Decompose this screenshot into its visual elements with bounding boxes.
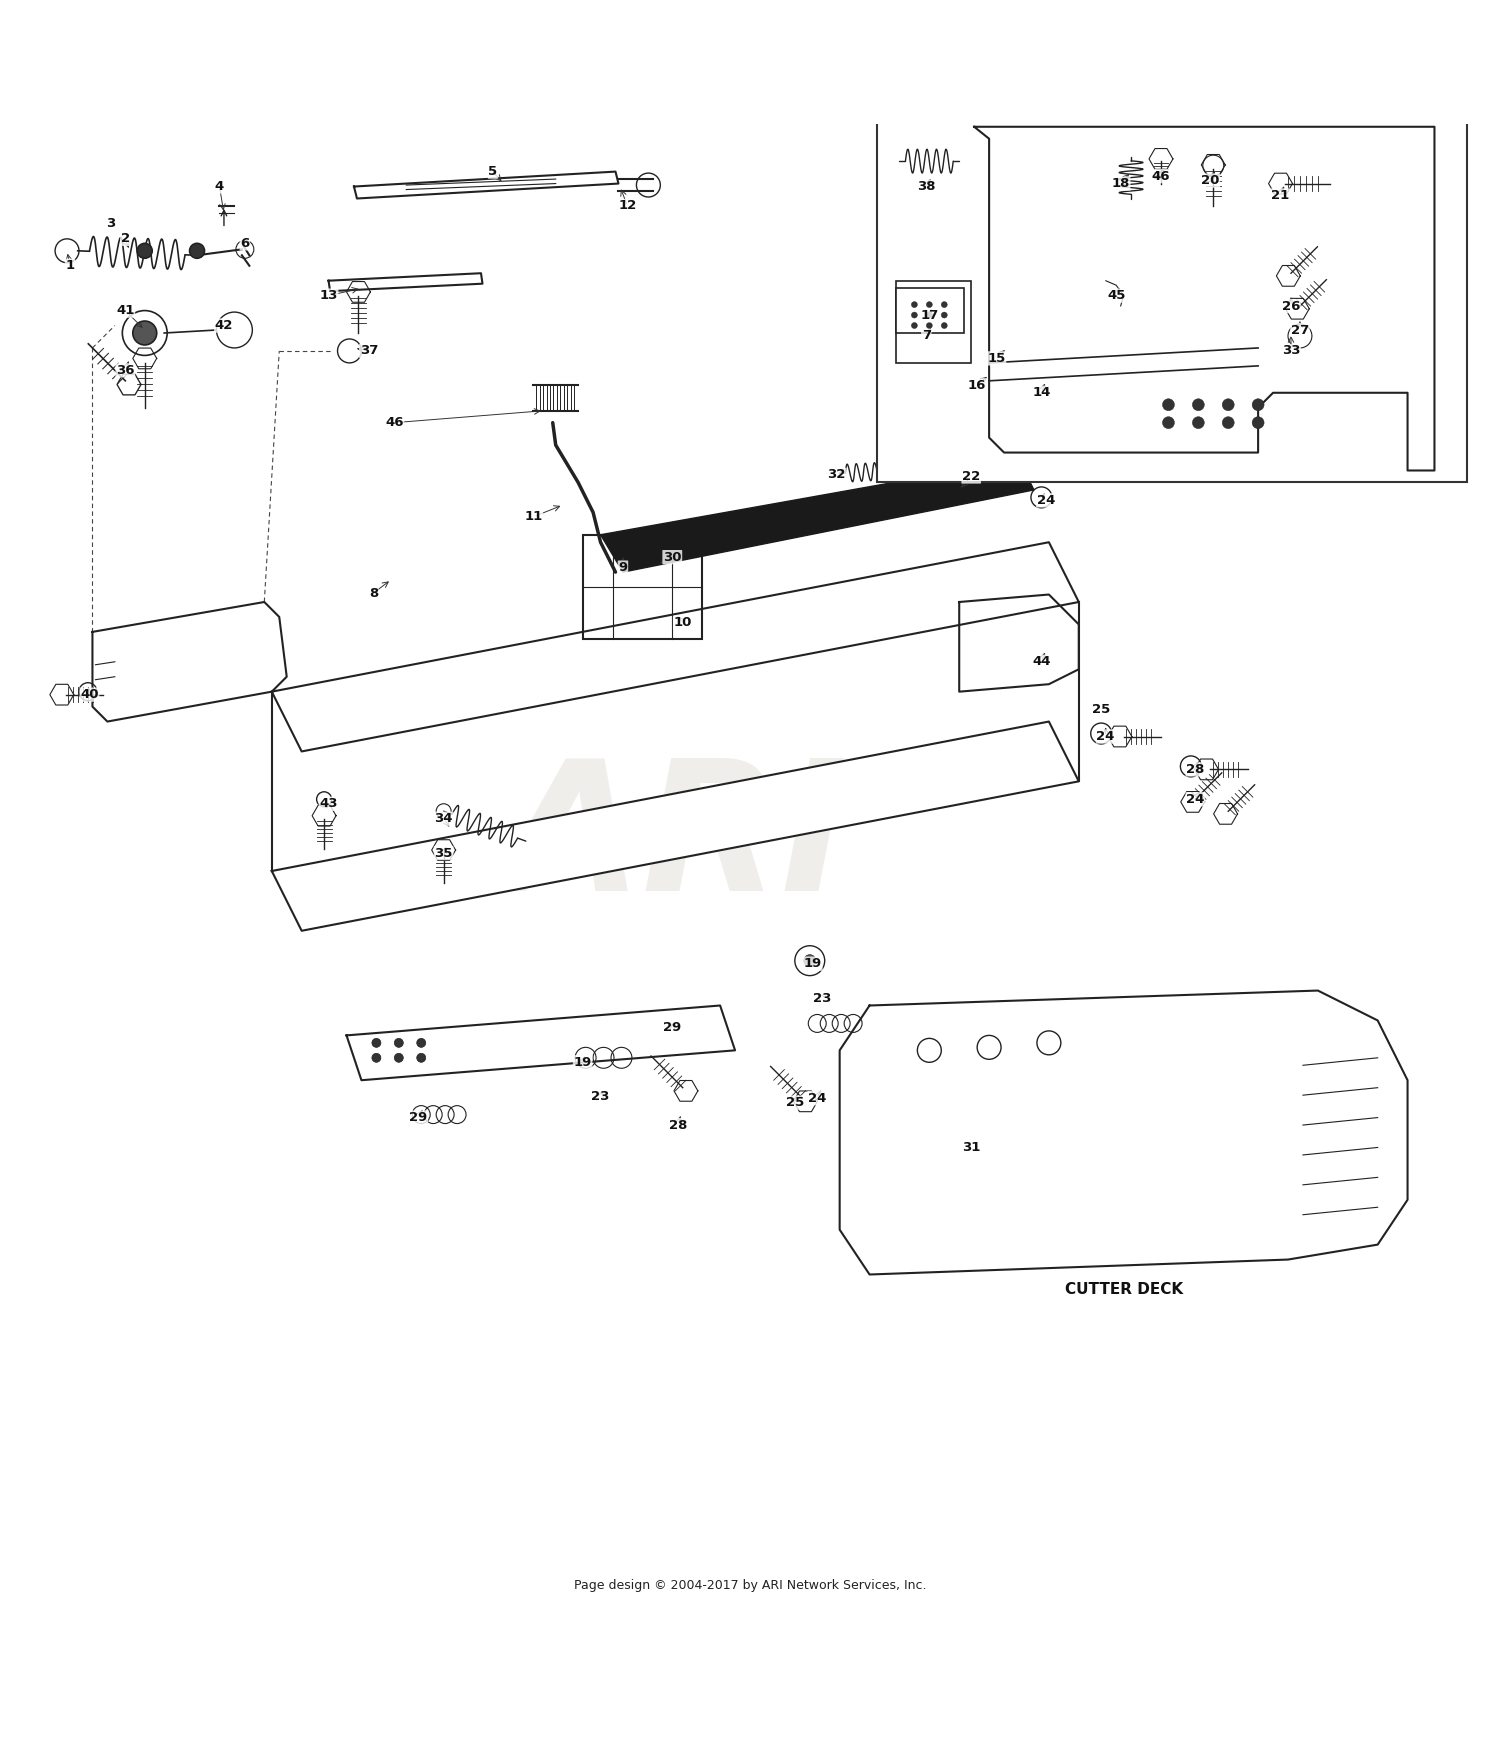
Text: 25: 25	[786, 1096, 804, 1110]
Polygon shape	[600, 460, 1034, 571]
Circle shape	[417, 1054, 426, 1063]
Polygon shape	[272, 721, 1078, 930]
Circle shape	[189, 244, 204, 258]
Text: 9: 9	[618, 561, 627, 575]
Polygon shape	[93, 603, 286, 721]
Circle shape	[1222, 399, 1234, 411]
Text: 13: 13	[320, 289, 338, 301]
Text: 23: 23	[813, 991, 831, 1005]
Text: 43: 43	[320, 798, 338, 810]
Circle shape	[912, 312, 918, 319]
Text: 35: 35	[435, 847, 453, 859]
Circle shape	[134, 321, 156, 345]
Circle shape	[804, 955, 816, 967]
Text: 16: 16	[968, 378, 987, 392]
Text: 24: 24	[808, 1092, 826, 1104]
Circle shape	[1192, 416, 1204, 429]
Polygon shape	[958, 594, 1078, 692]
Text: 14: 14	[1032, 387, 1050, 399]
FancyBboxPatch shape	[582, 535, 702, 639]
Polygon shape	[328, 273, 483, 291]
Text: 42: 42	[214, 319, 232, 333]
Circle shape	[942, 301, 948, 308]
Polygon shape	[272, 542, 1078, 751]
Text: 4: 4	[214, 179, 223, 193]
Text: 21: 21	[1272, 190, 1290, 202]
Text: 45: 45	[1107, 289, 1125, 301]
Text: 1: 1	[66, 260, 75, 272]
Circle shape	[1252, 416, 1264, 429]
Text: Page design © 2004-2017 by ARI Network Services, Inc.: Page design © 2004-2017 by ARI Network S…	[573, 1578, 926, 1592]
Text: 25: 25	[1092, 704, 1110, 716]
Circle shape	[912, 322, 918, 329]
Text: 46: 46	[386, 416, 404, 429]
Circle shape	[942, 322, 948, 329]
Text: 26: 26	[1282, 300, 1300, 312]
Text: 30: 30	[663, 550, 681, 564]
Text: 28: 28	[669, 1118, 687, 1132]
Text: 5: 5	[489, 165, 498, 178]
Circle shape	[138, 244, 152, 258]
Text: 33: 33	[1281, 345, 1300, 357]
Text: 32: 32	[828, 469, 846, 481]
Text: 19: 19	[573, 1056, 591, 1070]
Circle shape	[942, 312, 948, 319]
Circle shape	[394, 1038, 404, 1047]
Text: 6: 6	[240, 237, 249, 249]
Text: 22: 22	[962, 470, 981, 483]
Bar	[897, 287, 963, 333]
Text: 36: 36	[116, 364, 135, 376]
Text: ARI: ARI	[503, 753, 848, 928]
Polygon shape	[840, 991, 1407, 1275]
Text: 10: 10	[674, 617, 692, 629]
Circle shape	[1252, 399, 1264, 411]
Text: 28: 28	[1186, 763, 1204, 775]
Text: 7: 7	[922, 329, 932, 343]
Polygon shape	[346, 1005, 735, 1080]
Bar	[878, 120, 1467, 483]
Text: 8: 8	[369, 587, 378, 599]
Text: 29: 29	[410, 1111, 428, 1124]
Polygon shape	[974, 127, 1434, 470]
Polygon shape	[354, 172, 618, 199]
Circle shape	[417, 1038, 426, 1047]
Bar	[897, 280, 971, 362]
Text: 37: 37	[360, 345, 378, 357]
Circle shape	[1162, 416, 1174, 429]
Text: 34: 34	[435, 812, 453, 826]
Circle shape	[394, 1054, 404, 1063]
Text: 40: 40	[80, 688, 99, 702]
Circle shape	[912, 301, 918, 308]
Circle shape	[1222, 416, 1234, 429]
Text: 11: 11	[524, 510, 543, 523]
Circle shape	[372, 1038, 381, 1047]
Circle shape	[927, 322, 933, 329]
Text: 15: 15	[987, 352, 1005, 364]
Circle shape	[1192, 399, 1204, 411]
Circle shape	[927, 301, 933, 308]
Text: 24: 24	[1036, 495, 1054, 507]
Circle shape	[1162, 399, 1174, 411]
Text: 3: 3	[106, 218, 116, 230]
Text: 44: 44	[1032, 655, 1050, 669]
Text: 20: 20	[1202, 174, 1219, 186]
Circle shape	[372, 1054, 381, 1063]
Text: 23: 23	[591, 1090, 609, 1103]
Text: 17: 17	[920, 308, 939, 322]
Circle shape	[927, 312, 933, 319]
Text: 19: 19	[804, 956, 822, 970]
Text: 24: 24	[1096, 730, 1114, 744]
Text: 38: 38	[916, 179, 936, 193]
Text: 29: 29	[663, 1021, 681, 1035]
Text: 12: 12	[618, 200, 636, 213]
Text: 18: 18	[1112, 178, 1130, 190]
Text: 46: 46	[1152, 169, 1170, 183]
Text: 41: 41	[116, 305, 135, 317]
Text: 27: 27	[1292, 324, 1310, 336]
Text: 24: 24	[1186, 793, 1204, 807]
Text: 31: 31	[962, 1141, 981, 1153]
Text: CUTTER DECK: CUTTER DECK	[1065, 1282, 1182, 1298]
Text: 2: 2	[122, 232, 130, 246]
